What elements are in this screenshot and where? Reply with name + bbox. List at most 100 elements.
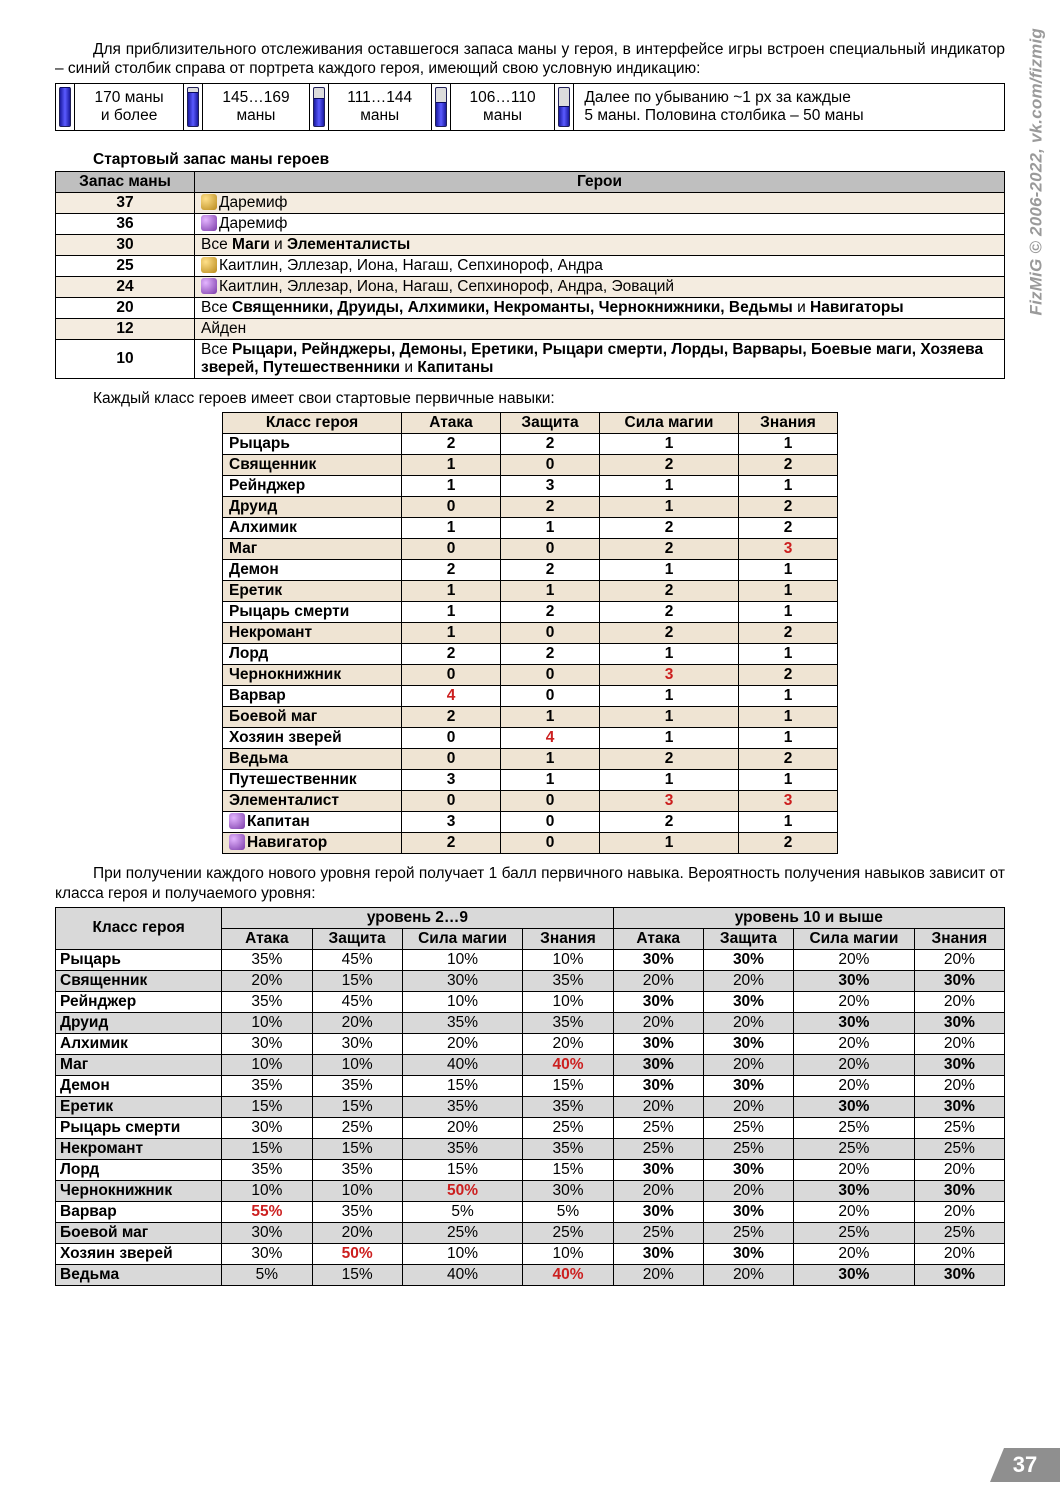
prob-value: 20%: [613, 1180, 703, 1201]
prob-value: 30%: [312, 1033, 402, 1054]
class-name: Рыцарь смерти: [56, 1117, 222, 1138]
class-name: Хозяин зверей: [223, 728, 402, 749]
table-row: Чернокнижник0032: [223, 665, 838, 686]
prob-value: 50%: [312, 1243, 402, 1264]
mana-bar-icon: [555, 83, 574, 130]
prob-value: 20%: [402, 1117, 523, 1138]
prob-intro: При получении каждого нового уровня геро…: [55, 864, 1005, 903]
prob-value: 25%: [523, 1117, 613, 1138]
prob-value: 50%: [402, 1180, 523, 1201]
skill-value: 1: [600, 686, 739, 707]
prob-subcol: Атака: [222, 928, 312, 949]
prob-value: 30%: [914, 970, 1004, 991]
skill-value: 1: [600, 707, 739, 728]
skill-value: 1: [739, 602, 838, 623]
class-name: Хозяин зверей: [56, 1243, 222, 1264]
prob-value: 20%: [914, 991, 1004, 1012]
start-mana-title: Стартовый запас маны героев: [55, 151, 1005, 169]
prob-value: 30%: [222, 1117, 312, 1138]
hero-icon: [229, 834, 245, 850]
skills-col: Сила магии: [600, 413, 739, 434]
skill-value: 2: [402, 434, 501, 455]
heroes-cell: Все Маги и Элементалисты: [195, 234, 1005, 255]
skill-value: 1: [402, 602, 501, 623]
prob-value: 55%: [222, 1201, 312, 1222]
prob-value: 25%: [613, 1222, 703, 1243]
prob-value: 30%: [402, 970, 523, 991]
prob-value: 20%: [703, 1012, 793, 1033]
table-row: Рыцарь смерти30%25%20%25%25%25%25%25%: [56, 1117, 1005, 1138]
prob-value: 15%: [402, 1075, 523, 1096]
skill-value: 1: [600, 476, 739, 497]
class-name: Боевой маг: [56, 1222, 222, 1243]
table-row: Алхимик1122: [223, 518, 838, 539]
class-name: Элементалист: [223, 791, 402, 812]
prob-value: 25%: [613, 1138, 703, 1159]
skill-value: 2: [739, 833, 838, 854]
table-row: Хозяин зверей0411: [223, 728, 838, 749]
prob-value: 20%: [613, 1264, 703, 1285]
table-row: Священник1022: [223, 455, 838, 476]
skill-value: 1: [739, 434, 838, 455]
class-name: Рыцарь смерти: [223, 602, 402, 623]
prob-value: 45%: [312, 991, 402, 1012]
prob-subcol: Знания: [523, 928, 613, 949]
skills-col: Знания: [739, 413, 838, 434]
prob-value: 25%: [523, 1222, 613, 1243]
prob-value: 15%: [312, 1264, 402, 1285]
prob-value: 20%: [914, 949, 1004, 970]
prob-value: 35%: [312, 1201, 402, 1222]
mana-value: 30: [56, 234, 195, 255]
skill-value: 2: [600, 812, 739, 833]
skill-value: 1: [501, 770, 600, 791]
table-row: 20Все Священники, Друиды, Алхимики, Некр…: [56, 297, 1005, 318]
prob-value: 15%: [523, 1075, 613, 1096]
mana-bar-icon: [431, 83, 450, 130]
table-row: 25Каитлин, Эллезар, Иона, Нагаш, Сепхино…: [56, 255, 1005, 276]
skill-value: 0: [402, 749, 501, 770]
skill-value: 3: [739, 791, 838, 812]
prob-subcol: Знания: [914, 928, 1004, 949]
prob-value: 30%: [914, 1054, 1004, 1075]
mana-bar-label: 106…110маны: [450, 83, 555, 130]
skill-value: 1: [739, 476, 838, 497]
skill-value: 1: [600, 728, 739, 749]
table-row: Лорд2211: [223, 644, 838, 665]
skill-value: 1: [739, 686, 838, 707]
skill-value: 1: [402, 518, 501, 539]
prob-value: 40%: [523, 1264, 613, 1285]
mana-indicator-table: 170 маныи более145…169маны111…144маны106…: [55, 83, 1005, 131]
skill-value: 2: [402, 644, 501, 665]
prob-value: 5%: [402, 1201, 523, 1222]
class-name: Еретик: [223, 581, 402, 602]
prob-value: 20%: [613, 970, 703, 991]
skill-value: 2: [739, 623, 838, 644]
heroes-cell: Каитлин, Эллезар, Иона, Нагаш, Сепхиноро…: [195, 276, 1005, 297]
skill-value: 1: [501, 707, 600, 728]
prob-value: 25%: [613, 1117, 703, 1138]
prob-value: 20%: [794, 1054, 915, 1075]
prob-value: 20%: [794, 1243, 915, 1264]
table-row: Чернокнижник10%10%50%30%20%20%30%30%: [56, 1180, 1005, 1201]
prob-value: 30%: [613, 1159, 703, 1180]
prob-value: 30%: [613, 949, 703, 970]
class-name: Рейнджер: [223, 476, 402, 497]
prob-value: 20%: [794, 1159, 915, 1180]
skill-value: 2: [739, 665, 838, 686]
skill-value: 1: [402, 476, 501, 497]
prob-value: 10%: [402, 1243, 523, 1264]
class-name: Демон: [223, 560, 402, 581]
skill-value: 0: [501, 665, 600, 686]
table-row: Еретик15%15%35%35%20%20%30%30%: [56, 1096, 1005, 1117]
prob-value: 20%: [312, 1012, 402, 1033]
prob-value: 30%: [794, 1180, 915, 1201]
skill-value: 2: [501, 560, 600, 581]
skill-value: 2: [739, 497, 838, 518]
skill-value: 1: [402, 455, 501, 476]
class-name: Некромант: [223, 623, 402, 644]
skill-value: 1: [501, 749, 600, 770]
skill-value: 2: [501, 644, 600, 665]
class-name: Священник: [56, 970, 222, 991]
prob-value: 30%: [613, 1075, 703, 1096]
prob-value: 30%: [523, 1180, 613, 1201]
